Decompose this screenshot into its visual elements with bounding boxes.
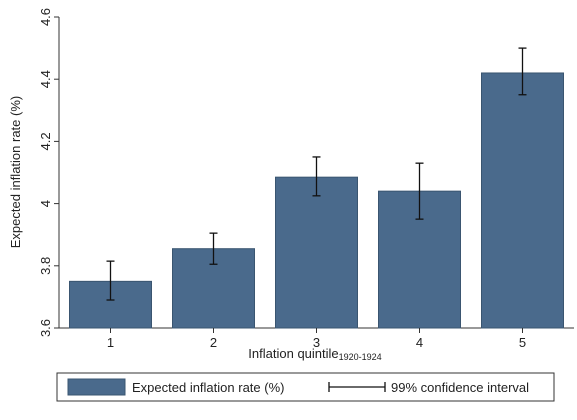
error-bar-quintile-1 (106, 260, 115, 301)
error-bar-quintile-5 (518, 47, 527, 96)
x-axis-ticks: 1 2 3 4 5 (107, 328, 526, 350)
x-tick-label: 2 (210, 335, 217, 350)
error-bar-quintile-3 (312, 156, 321, 197)
legend-box (56, 372, 555, 402)
legend-label-bar: Expected inflation rate (%) (132, 380, 284, 395)
x-tick-label: 1 (107, 335, 114, 350)
x-tick-label: 5 (519, 335, 526, 350)
y-tick-label: 3.8 (38, 257, 53, 275)
error-bar-quintile-4 (415, 162, 424, 220)
y-tick-label: 4.2 (38, 132, 53, 150)
y-axis-title: Expected inflation rate (%) (8, 96, 23, 248)
y-tick-label: 3.6 (38, 319, 53, 337)
bar-quintile-3 (275, 176, 358, 329)
legend-label-ci: 99% confidence interval (391, 380, 529, 395)
y-tick-label: 4.4 (38, 70, 53, 88)
bar-quintile-5 (481, 72, 564, 329)
x-tick-label: 4 (416, 335, 423, 350)
y-tick-label: 4 (38, 200, 53, 207)
x-axis-title-subscript: 1920-1924 (339, 352, 382, 362)
x-axis-title: Inflation quintile1920-1924 (248, 346, 381, 362)
legend-swatch-ci (328, 382, 386, 392)
x-tick-label: 3 (313, 335, 320, 350)
x-axis-title-main: Inflation quintile (248, 346, 338, 361)
y-tick-label: 4.6 (38, 8, 53, 26)
error-bar-quintile-2 (209, 232, 218, 265)
legend-swatch-bar (67, 378, 126, 396)
error-bars-group (106, 47, 527, 301)
y-axis-ticks: 3.6 3.8 4 4.2 4.4 4.6 (38, 8, 59, 337)
bars-group (69, 72, 564, 329)
